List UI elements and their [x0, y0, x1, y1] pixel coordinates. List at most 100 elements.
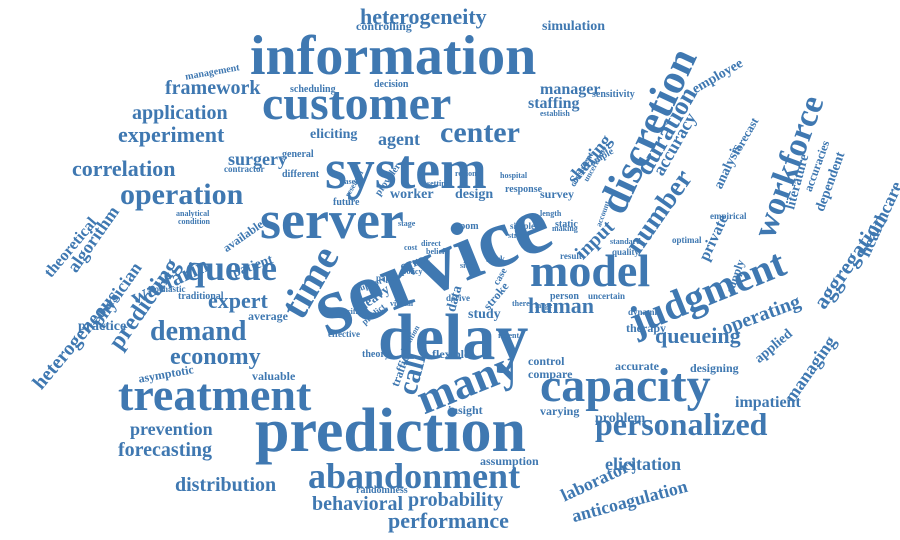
cloud-word: optimal	[672, 235, 702, 245]
cloud-word: personalized	[595, 406, 768, 442]
cloud-word: policy	[402, 267, 423, 276]
cloud-word: human	[528, 293, 595, 318]
cloud-word: expert	[208, 288, 268, 313]
cloud-word: sensitivity	[592, 89, 635, 100]
cloud-word: information	[250, 25, 537, 87]
cloud-word: varying	[540, 404, 580, 418]
cloud-word: heterogeneity	[360, 4, 487, 29]
cloud-word: elicitation	[605, 454, 681, 474]
cloud-word: uncertain	[588, 291, 625, 301]
cloud-word: recent	[498, 331, 520, 340]
cloud-word: empirical	[710, 211, 747, 221]
cloud-word: derive	[446, 293, 470, 303]
cloud-word: virtual	[390, 299, 414, 308]
cloud-word: there	[512, 299, 530, 308]
cloud-word: center	[440, 116, 520, 149]
cloud-word: practice	[78, 319, 127, 334]
cloud-word: delay	[378, 301, 529, 374]
cloud-word: setting	[427, 179, 450, 188]
cloud-word: framework	[165, 77, 261, 99]
cloud-word: experiment	[118, 122, 225, 147]
cloud-word: simple	[510, 221, 536, 231]
cloud-word: cost	[404, 243, 418, 252]
cloud-word: insight	[448, 403, 483, 417]
cloud-word: compare	[528, 367, 573, 381]
cloud-word: accurate	[615, 359, 659, 373]
cloud-word: surgery	[228, 149, 287, 169]
cloud-word: customer	[262, 77, 452, 130]
cloud-word: traditional	[178, 291, 224, 302]
cloud-word: controlling	[356, 19, 412, 33]
cloud-word: flexible	[432, 347, 470, 361]
cloud-word: stage	[398, 219, 416, 228]
cloud-word: queue	[185, 248, 278, 288]
cloud-word: stochastic	[148, 284, 186, 294]
cloud-word: manager	[540, 81, 601, 98]
cloud-word: model	[530, 245, 651, 296]
cloud-word: therapy	[626, 321, 666, 335]
cloud-word: room	[456, 221, 479, 232]
cloud-word: performance	[388, 508, 509, 533]
cloud-word: general	[282, 149, 314, 160]
cloud-word: applied	[752, 326, 796, 367]
cloud-word: static	[555, 219, 578, 230]
cloud-word: designing	[690, 361, 739, 375]
cloud-word: direct	[421, 239, 441, 248]
cloud-word: worker	[390, 187, 434, 202]
cloud-word: hospital	[500, 171, 528, 180]
cloud-word: application	[132, 102, 228, 124]
cloud-word: staffing	[528, 95, 580, 112]
cloud-word: region	[455, 169, 477, 178]
cloud-word: large	[535, 301, 553, 310]
cloud-word: problem	[595, 411, 646, 426]
cloud-word: prediction	[255, 397, 526, 465]
cloud-word: response	[505, 184, 543, 195]
cloud-word: decision	[374, 79, 409, 90]
cloud-word: correlation	[72, 156, 176, 181]
cloud-word: establish	[540, 109, 570, 118]
cloud-word: length	[540, 209, 562, 218]
cloud-word: prevention	[130, 419, 213, 439]
cloud-word: condition	[178, 217, 211, 226]
cloud-word: control	[528, 354, 565, 368]
cloud-word: simulation	[542, 19, 606, 34]
cloud-word: system	[325, 139, 487, 201]
cloud-word: design	[455, 187, 494, 202]
cloud-word: healthcare	[854, 178, 900, 260]
cloud-word: based	[340, 177, 360, 186]
cloud-word: future	[333, 197, 360, 208]
cloud-word: paper	[376, 273, 399, 283]
cloud-word: operation	[120, 178, 244, 211]
cloud-word: demand	[150, 316, 247, 347]
cloud-word: eliciting	[310, 127, 358, 142]
cloud-word: contractor	[224, 164, 265, 174]
cloud-word: effective	[328, 329, 360, 339]
cloud-word: quality	[612, 247, 640, 257]
cloud-word: study	[468, 307, 501, 322]
cloud-word: scheduling	[290, 84, 336, 95]
cloud-word: assumption	[480, 454, 539, 468]
cloud-word: making	[552, 224, 578, 233]
cloud-word: randomness	[356, 485, 408, 496]
cloud-word: server	[260, 190, 404, 250]
cloud-word: dynamic	[628, 307, 662, 317]
cloud-word: forecasting	[118, 439, 213, 461]
cloud-word: person	[550, 291, 579, 302]
cloud-word: belief	[426, 247, 445, 256]
cloud-word: behavioral	[312, 493, 404, 515]
cloud-word: abandonment	[308, 456, 521, 496]
cloud-word: theory	[362, 349, 390, 360]
cloud-word: forecast	[729, 114, 762, 158]
cloud-word: capacity	[540, 359, 711, 412]
cloud-word: economy	[170, 344, 261, 370]
cloud-word: strong	[508, 231, 530, 240]
cloud-word: result	[560, 251, 582, 261]
cloud-word: valuable	[252, 369, 296, 383]
cloud-word: specific	[336, 307, 362, 316]
cloud-word: probability	[408, 489, 504, 511]
cloud-word: queueing	[655, 323, 741, 348]
cloud-word: average	[248, 309, 288, 323]
cloud-word: treatment	[118, 369, 312, 420]
cloud-word: different	[282, 169, 320, 180]
